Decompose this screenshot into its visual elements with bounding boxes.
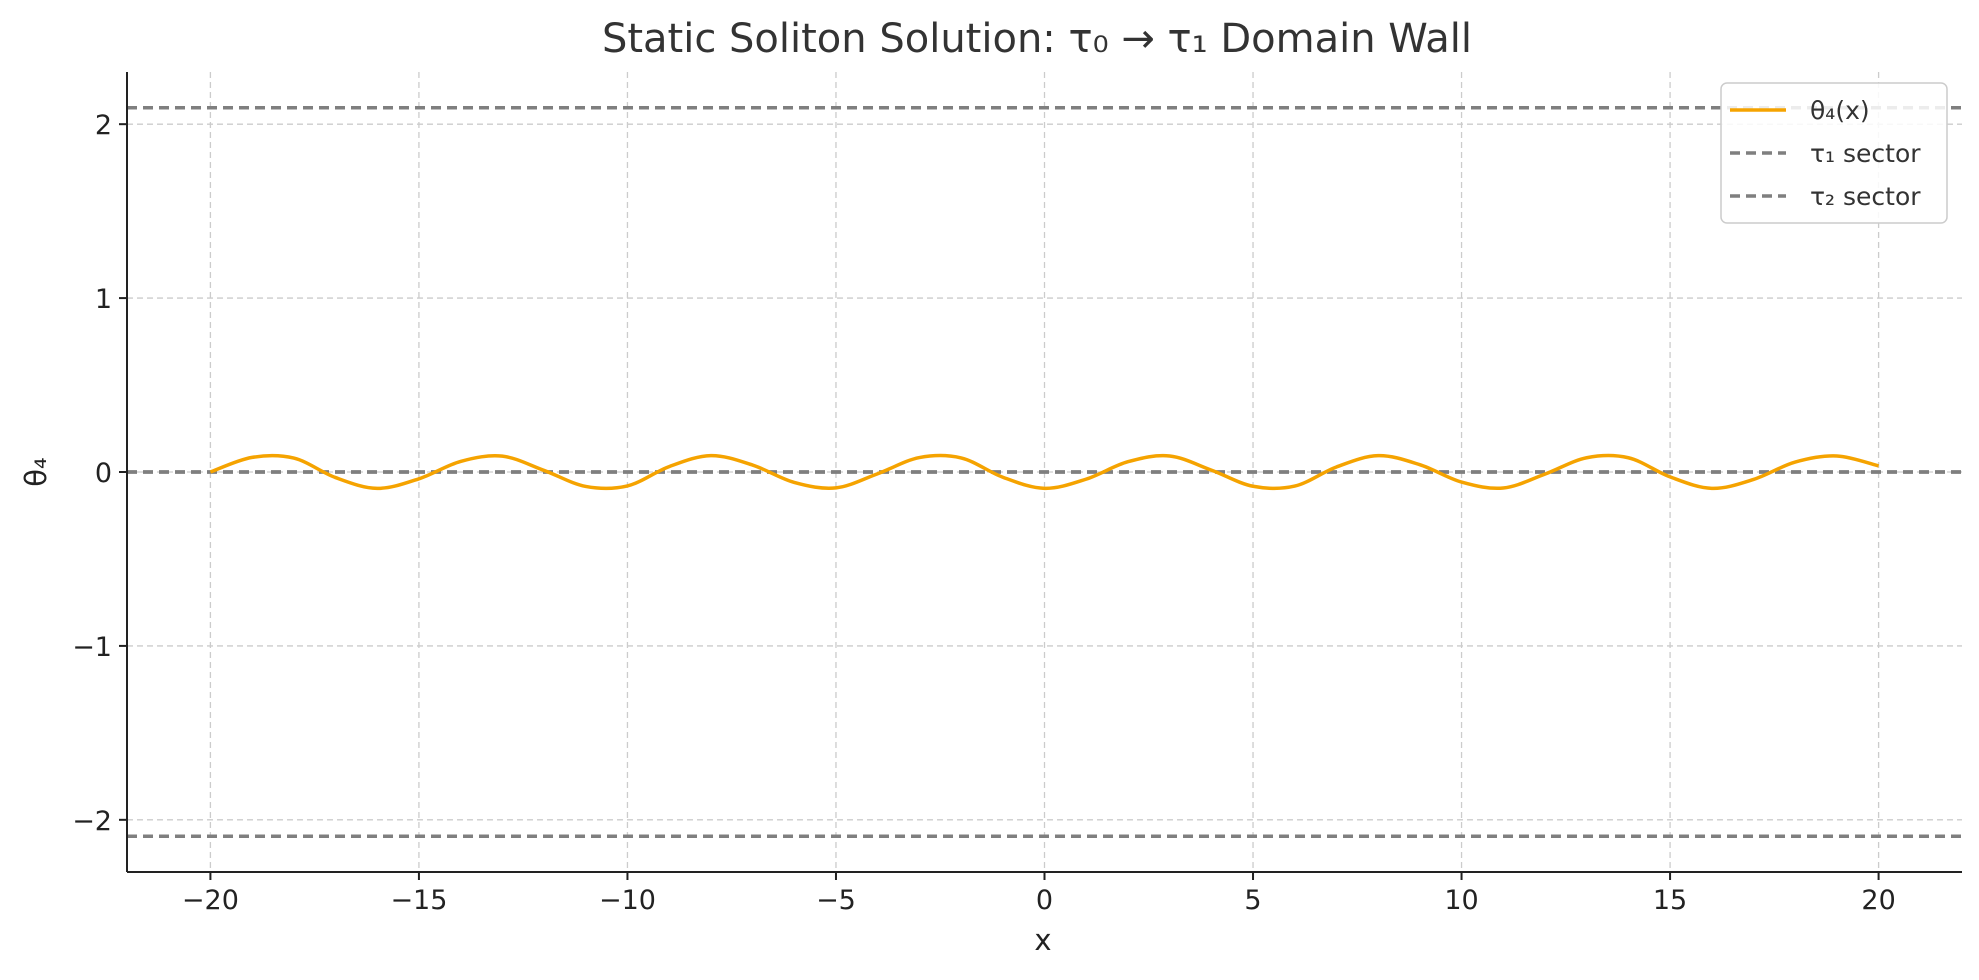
chart-title: Static Soliton Solution: τ₀ → τ₁ Domain … xyxy=(602,16,1472,62)
y-tick-label-4: 2 xyxy=(95,110,112,141)
x-tick-label-0: −20 xyxy=(182,885,239,916)
x-tick-label-6: 10 xyxy=(1444,885,1478,916)
y-tick-label-3: 1 xyxy=(95,284,112,315)
x-tick-label-3: −5 xyxy=(816,885,856,916)
series xyxy=(209,453,1880,491)
legend: θ₄(x) τ₁ sector τ₂ sector xyxy=(1720,82,1948,224)
x-tick-label-5: 5 xyxy=(1244,885,1261,916)
x-tick-label-1: −15 xyxy=(390,885,447,916)
x-tick-label-2: −10 xyxy=(599,885,656,916)
legend-label-tau1: τ₁ sector xyxy=(1810,139,1921,168)
y-axis-label: θ₄ xyxy=(19,457,53,486)
legend-box xyxy=(1720,82,1948,224)
x-tick-label-4: 0 xyxy=(1036,885,1053,916)
series-line-0 xyxy=(209,453,1880,491)
x-tick-label-8: 20 xyxy=(1861,885,1895,916)
y-tick-label-0: −2 xyxy=(72,806,112,837)
legend-label-tau2: τ₂ sector xyxy=(1810,182,1921,211)
y-tick-label-1: −1 xyxy=(72,632,112,663)
legend-label-theta: θ₄(x) xyxy=(1810,96,1870,125)
x-axis-label: x xyxy=(1034,923,1051,957)
x-tick-label-7: 15 xyxy=(1653,885,1687,916)
y-tick-label-2: 0 xyxy=(95,458,112,489)
